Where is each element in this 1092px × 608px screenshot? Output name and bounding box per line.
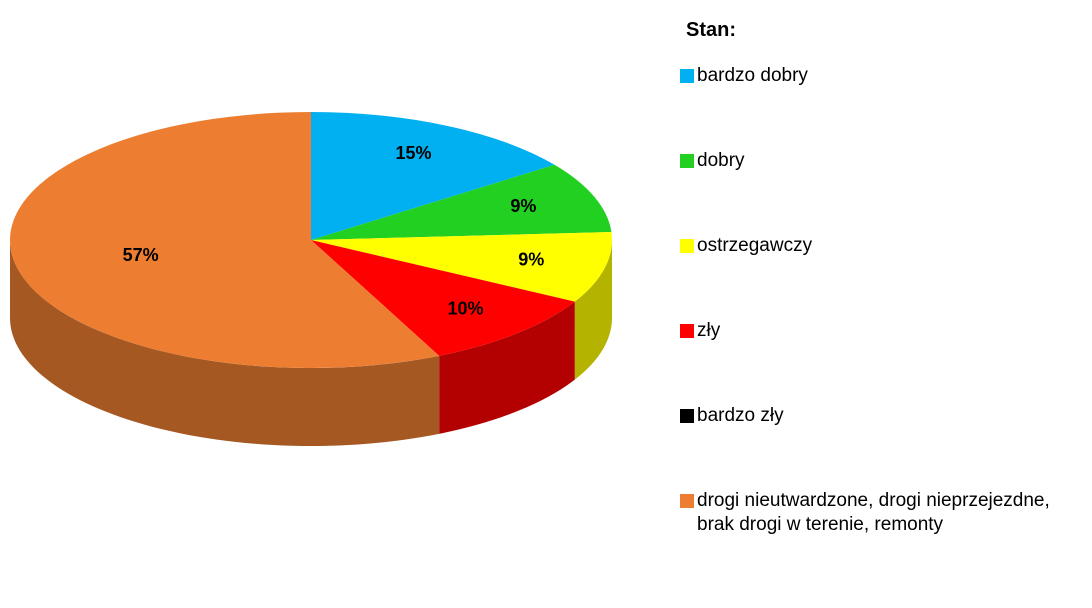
- slice: [311, 164, 612, 240]
- legend-swatch: [680, 409, 694, 423]
- legend-label: ostrzegawczy: [697, 235, 813, 256]
- legend-label: bardzo zły: [697, 405, 784, 426]
- slice: [311, 231, 612, 302]
- legend-swatch: [680, 324, 694, 338]
- pie: 15% 9% 9% 10% 57%: [9, 112, 612, 447]
- legend-swatch: [680, 239, 694, 253]
- data-label: 57%: [123, 245, 159, 265]
- data-label: 15%: [395, 143, 431, 163]
- legend-item: drogi nieutwardzone, drogi nieprzejezdne…: [680, 489, 1080, 574]
- legend-title: Stan:: [686, 19, 736, 41]
- legend: Stan: bardzo dobry dobry ostrzegawczy zły ba…: [680, 14, 1080, 574]
- data-label: 9%: [518, 250, 544, 270]
- legend-swatch: [680, 154, 694, 168]
- legend-label: bardzo dobry: [697, 65, 808, 86]
- legend-item: bardzo zły: [680, 404, 1080, 489]
- slice-side: [10, 240, 440, 447]
- slice: [311, 240, 575, 356]
- slice-side: [574, 240, 612, 380]
- legend-item: zły: [680, 319, 1080, 404]
- data-label: 9%: [510, 196, 536, 216]
- legend-label: drogi nieutwardzone, drogi nieprzejezdne…: [697, 490, 1050, 535]
- legend-swatch: [680, 69, 694, 83]
- slice-side: [439, 301, 575, 434]
- legend-item: dobry: [680, 149, 1080, 234]
- slice: [311, 112, 555, 240]
- data-label: 10%: [448, 299, 484, 319]
- legend-item: ostrzegawczy: [680, 234, 1080, 319]
- legend-item: bardzo dobry: [680, 64, 1080, 149]
- legend-swatch: [680, 494, 694, 508]
- legend-label: dobry: [697, 150, 745, 171]
- slice: [9, 112, 440, 368]
- legend-label: zły: [697, 320, 721, 341]
